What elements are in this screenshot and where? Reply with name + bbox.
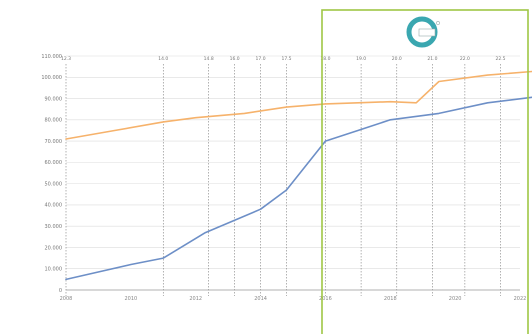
x-tick-label: 2022 (514, 296, 527, 302)
series-line-1 (65, 70, 532, 140)
y-tick-label: 50.000 (45, 181, 63, 187)
y-tick-label: 70.000 (45, 139, 63, 145)
marker-top-labels: 12.3 14.0 14.8 16.0 17.0 17.5 18.0 19.0 20.0 21.0… (61, 56, 506, 62)
series-lines (65, 70, 532, 281)
marker-label: 14.0 (158, 56, 168, 62)
y-tick-label: 0 (59, 288, 62, 294)
logo-bar-icon (418, 28, 436, 37)
circular-logo (406, 16, 440, 48)
y-tick-label: 10.000 (45, 267, 63, 273)
x-tick-label: 2020 (449, 296, 462, 302)
vertical-marker-lines (65, 64, 501, 296)
marker-label: 17.0 (256, 56, 266, 62)
marker-label: 14.8 (204, 56, 214, 62)
marker-label: 17.5 (281, 56, 291, 62)
x-tick-label: 2018 (384, 296, 397, 302)
x-tick-label: 2012 (189, 296, 202, 302)
marker-label: 16.0 (230, 56, 240, 62)
x-tick-label: 2014 (254, 296, 267, 302)
y-tick-labels: 0 10.000 20.000 30.000 40.000 50.000 60.000 70.… (41, 54, 62, 294)
marker-label: 22.5 (496, 56, 506, 62)
highlight-box (321, 9, 529, 334)
series-line-2 (65, 96, 532, 281)
marker-label: 12.3 (61, 56, 71, 62)
y-tick-label: 90.000 (45, 96, 63, 102)
y-tick-label: 30.000 (45, 224, 63, 230)
y-tick-label: 100.000 (41, 75, 62, 81)
x-tick-labels: 2008 2010 2012 2014 2016 2018 2020 2022 (60, 296, 527, 302)
marker-label: 18.0 (320, 56, 330, 62)
y-tick-label: 60.000 (45, 160, 63, 166)
x-tick-label: 2010 (124, 296, 137, 302)
marker-label: 21.0 (427, 56, 437, 62)
y-tick-label: 110.000 (41, 54, 62, 60)
x-tick-label: 2016 (319, 296, 332, 302)
y-tick-label: 20.000 (45, 245, 63, 251)
y-tick-label: 40.000 (45, 203, 63, 209)
logo-dot-icon (436, 21, 440, 25)
y-tick-label: 80.000 (45, 118, 63, 124)
marker-label: 19.0 (356, 56, 366, 62)
marker-label: 22.0 (460, 56, 470, 62)
horizontal-gridlines (66, 55, 520, 270)
marker-label: 20.0 (392, 56, 402, 62)
x-tick-label: 2008 (60, 296, 73, 302)
